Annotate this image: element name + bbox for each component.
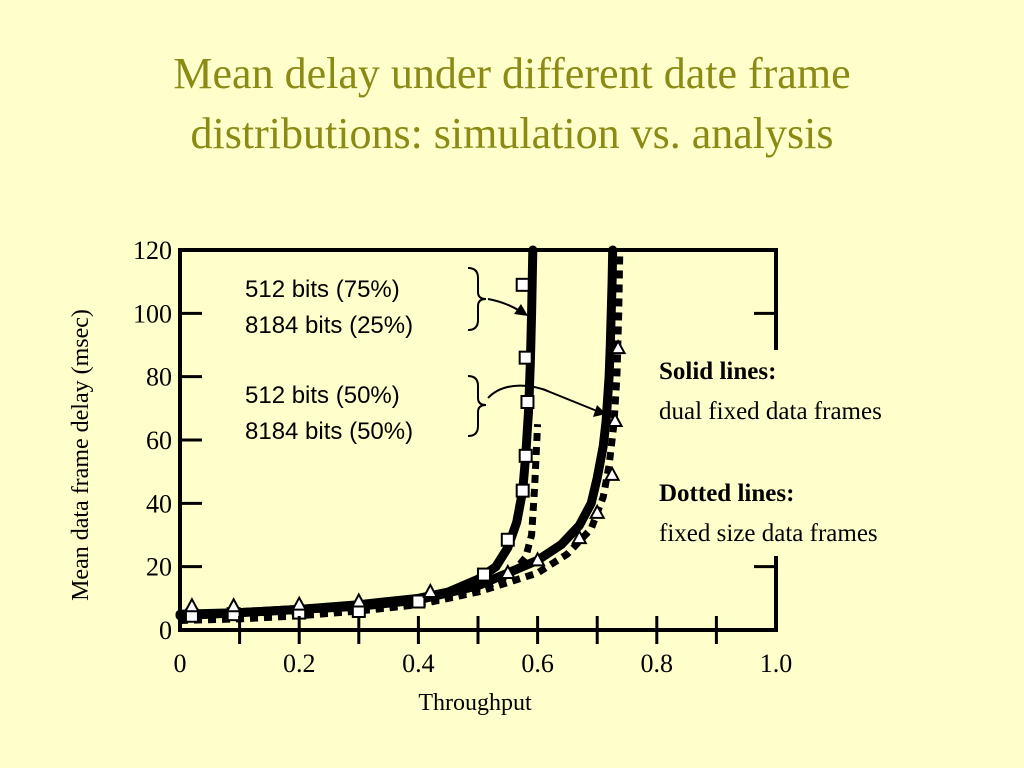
- annotation-a-arrow: [487, 298, 521, 312]
- triangle-marker-12: [609, 339, 627, 355]
- square-marker-11: [518, 350, 533, 365]
- y-tick-label: 60: [146, 426, 172, 455]
- annotation-a-line-2: 8184 bits (25%): [245, 312, 413, 339]
- x-axis-title: Throughput: [418, 690, 532, 716]
- annotation-b-arrowhead: [593, 405, 606, 417]
- x-tick-label: 0: [174, 649, 187, 678]
- triangle-marker-2: [225, 597, 242, 613]
- annotation-b-line-2: 8184 bits (50%): [245, 418, 413, 445]
- axis-labels: 0 0.2 0.4 0.6 0.8 1.0 0 20 40 60 80 100 120: [133, 236, 792, 678]
- line-style-legend: Solid lines: dual fixed data frames Dott…: [659, 350, 989, 556]
- annotation-b-arrow: [487, 384, 598, 412]
- triangle-marker-11: [606, 411, 624, 427]
- triangle-marker-10: [603, 465, 621, 481]
- x-tick-label: 0.4: [402, 649, 435, 678]
- triangle-marker-3: [291, 595, 308, 611]
- annotation-group-b: 512 bits (50%) 8184 bits (50%): [245, 375, 606, 445]
- triangle-marker-7: [529, 551, 546, 567]
- chart-curves: [175, 245, 624, 624]
- y-tick-label: 80: [146, 363, 172, 392]
- y-tick-label: 120: [133, 236, 172, 265]
- annotation-b-line-1: 512 bits (50%): [245, 382, 400, 409]
- triangle-marker-1: [183, 597, 201, 613]
- dotted-lines-text: fixed size data frames: [659, 520, 878, 547]
- square-marker-8: [515, 483, 530, 498]
- square-marker-10: [520, 395, 535, 409]
- annotation-group-a: 512 bits (75%) 8184 bits (25%): [245, 267, 528, 339]
- y-tick-label: 0: [159, 616, 172, 645]
- x-tick-label: 0.2: [283, 649, 316, 678]
- x-tick-label: 0.8: [641, 649, 674, 678]
- y-tick-label: 100: [133, 299, 172, 328]
- annotation-a-arrowhead: [514, 304, 528, 316]
- solid-lines-heading: Solid lines:: [659, 358, 777, 385]
- annotation-b-brace: [467, 375, 487, 437]
- slide-title-line-1: Mean delay under different date frame: [173, 49, 851, 98]
- annotation-a-line-1: 512 bits (75%): [245, 276, 400, 303]
- square-marker-7: [500, 532, 515, 547]
- x-tick-label: 1.0: [760, 649, 793, 678]
- square-marker-9: [518, 448, 533, 463]
- series-3-solid-line: [175, 245, 618, 619]
- y-axis-title: Mean data frame delay (msec): [68, 309, 94, 601]
- triangle-marker-5: [422, 582, 439, 598]
- triangle-marker-8: [571, 529, 588, 545]
- slide-title: Mean delay under different date frame di…: [0, 44, 1024, 164]
- annotation-a-brace: [467, 267, 487, 331]
- chart-markers: [183, 277, 627, 623]
- slide-title-line-2: distributions: simulation vs. analysis: [190, 109, 834, 158]
- triangle-marker-9: [589, 503, 606, 519]
- solid-lines-text: dual fixed data frames: [659, 398, 882, 425]
- square-marker-5: [411, 594, 426, 609]
- x-tick-label: 0.6: [521, 649, 554, 678]
- series-2-dotted-line: [179, 424, 542, 623]
- triangle-marker-6: [499, 563, 516, 579]
- square-marker-12: [515, 277, 530, 292]
- triangle-marker-4: [350, 592, 367, 608]
- square-marker-6: [476, 567, 491, 582]
- series-4-dotted-line: [179, 249, 624, 624]
- y-tick-label: 40: [146, 489, 172, 518]
- dotted-lines-heading: Dotted lines:: [659, 480, 795, 507]
- y-tick-label: 20: [146, 553, 172, 582]
